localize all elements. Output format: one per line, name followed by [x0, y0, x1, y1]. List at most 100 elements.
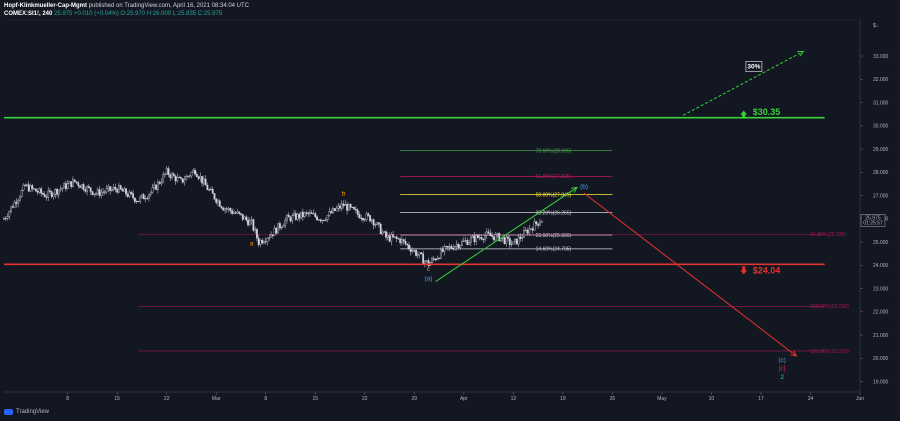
candle-body [424, 260, 426, 264]
candle-body [82, 184, 85, 190]
candle-body [109, 186, 112, 191]
candle-body [530, 228, 532, 230]
candle-body [158, 181, 161, 184]
candle-body [369, 215, 371, 222]
candle-body [305, 212, 308, 214]
candle-body [80, 184, 83, 188]
candle-body [415, 250, 417, 256]
candle-body [86, 186, 89, 192]
candle-body [425, 260, 428, 262]
candle-body [40, 188, 43, 194]
time-tick-label: May [657, 396, 667, 402]
candle-body [45, 196, 48, 198]
candle-body [401, 239, 403, 243]
candle-body [130, 191, 133, 194]
candle-body [148, 194, 150, 199]
price-tick-label: 22.000 [873, 310, 889, 316]
time-tick-label: 8 [264, 396, 267, 402]
candle-body [65, 183, 67, 189]
candle-body [126, 194, 129, 197]
candle-body [197, 176, 200, 179]
fib-retracement-label: 14.60%(24.705) [536, 247, 572, 253]
candle-body [517, 236, 520, 245]
candle-body [323, 219, 326, 221]
projection-line-down[interactable] [583, 192, 797, 357]
candle-body [420, 252, 423, 255]
candle-body [151, 187, 154, 193]
candle-body [234, 212, 237, 214]
candle-body [508, 238, 511, 245]
candle-body [367, 213, 370, 216]
candle-body [63, 183, 66, 189]
candle-body [296, 213, 299, 220]
wave-label[interactable]: (c) [778, 357, 786, 364]
candle-body [73, 179, 76, 182]
candle-body [135, 201, 138, 203]
price-tick-label: 24.000 [873, 263, 889, 269]
candle-body [110, 189, 113, 191]
fib-retracement-label: 50.00%(27.045) [536, 192, 572, 198]
price-tick-label: 30.000 [873, 124, 889, 130]
projection-line-up[interactable] [435, 186, 578, 282]
wave-label[interactable]: 2 [780, 374, 784, 381]
candle-body [211, 189, 214, 194]
chart-header: Hopf-Klinkmueller-Cap-Mgmt published on … [4, 2, 249, 18]
candle-body [406, 243, 409, 246]
projection-line-long-term[interactable] [682, 50, 804, 116]
candle-body [436, 257, 439, 261]
candle-body [243, 216, 246, 220]
plot-area[interactable]: 78.60%(28.935) 61.80%(27.825) 50.00%(27.04… [3, 50, 849, 381]
wave-label[interactable]: (a) [424, 275, 432, 282]
wave-label[interactable]: [c] [779, 365, 786, 372]
price-tick-label: 29.000 [873, 147, 889, 153]
candle-body [340, 203, 343, 209]
candle-body [79, 185, 81, 188]
candle-body [301, 211, 304, 218]
candle-body [146, 198, 149, 200]
candlesticks[interactable] [3, 165, 543, 269]
candle-body [466, 240, 469, 245]
candle-body [257, 237, 260, 245]
annotation-box[interactable]: 30% [745, 61, 763, 72]
candle-body [379, 224, 382, 235]
candle-body [431, 258, 433, 263]
candle-body [61, 187, 64, 190]
candle-body [386, 235, 389, 238]
time-tick-label: Apr [460, 396, 468, 402]
candle-body [399, 238, 402, 243]
candle-body [176, 176, 179, 182]
candle-body [4, 217, 7, 220]
candle-body [181, 178, 184, 183]
candle-body [178, 176, 180, 178]
tradingview-brand: TradingView [16, 409, 50, 415]
candle-body [266, 238, 269, 242]
candle-body [284, 219, 287, 226]
candle-body [68, 181, 71, 184]
candle-body [388, 235, 391, 242]
wave-label[interactable]: b [342, 191, 346, 198]
candle-body [312, 213, 315, 215]
tradingview-footer[interactable]: TradingView [4, 409, 49, 415]
wave-label[interactable]: a [250, 241, 254, 248]
candle-body [395, 236, 398, 239]
symbol-label[interactable]: COMEX:SI1!, 240 [4, 11, 53, 17]
time-tick-label: 22 [164, 396, 170, 402]
candle-body [324, 219, 327, 221]
candle-body [507, 236, 509, 239]
candle-body [52, 194, 55, 197]
time-tick-label: 10 [709, 396, 715, 402]
author-name[interactable]: Hopf-Klinkmueller-Cap-Mgmt [4, 3, 87, 9]
candle-body [153, 184, 156, 188]
time-axis[interactable]: 8 15 22 Mar 8 15 22 29 Apr 12 19 26 May 10 17 24 Jun [66, 392, 864, 402]
annotation-box-frame [745, 61, 763, 72]
candle-body [49, 190, 51, 192]
candle-body [349, 204, 352, 208]
price-axis[interactable]: 33.000 32.000 31.000 30.000 29.000 28.000 27.0… [860, 23, 889, 385]
annotation-box-text: 30% [747, 64, 760, 71]
wave-label[interactable]: c [427, 266, 431, 273]
candle-body [241, 214, 244, 220]
last-price-badge [860, 214, 886, 227]
wave-label[interactable]: (b) [580, 184, 588, 191]
